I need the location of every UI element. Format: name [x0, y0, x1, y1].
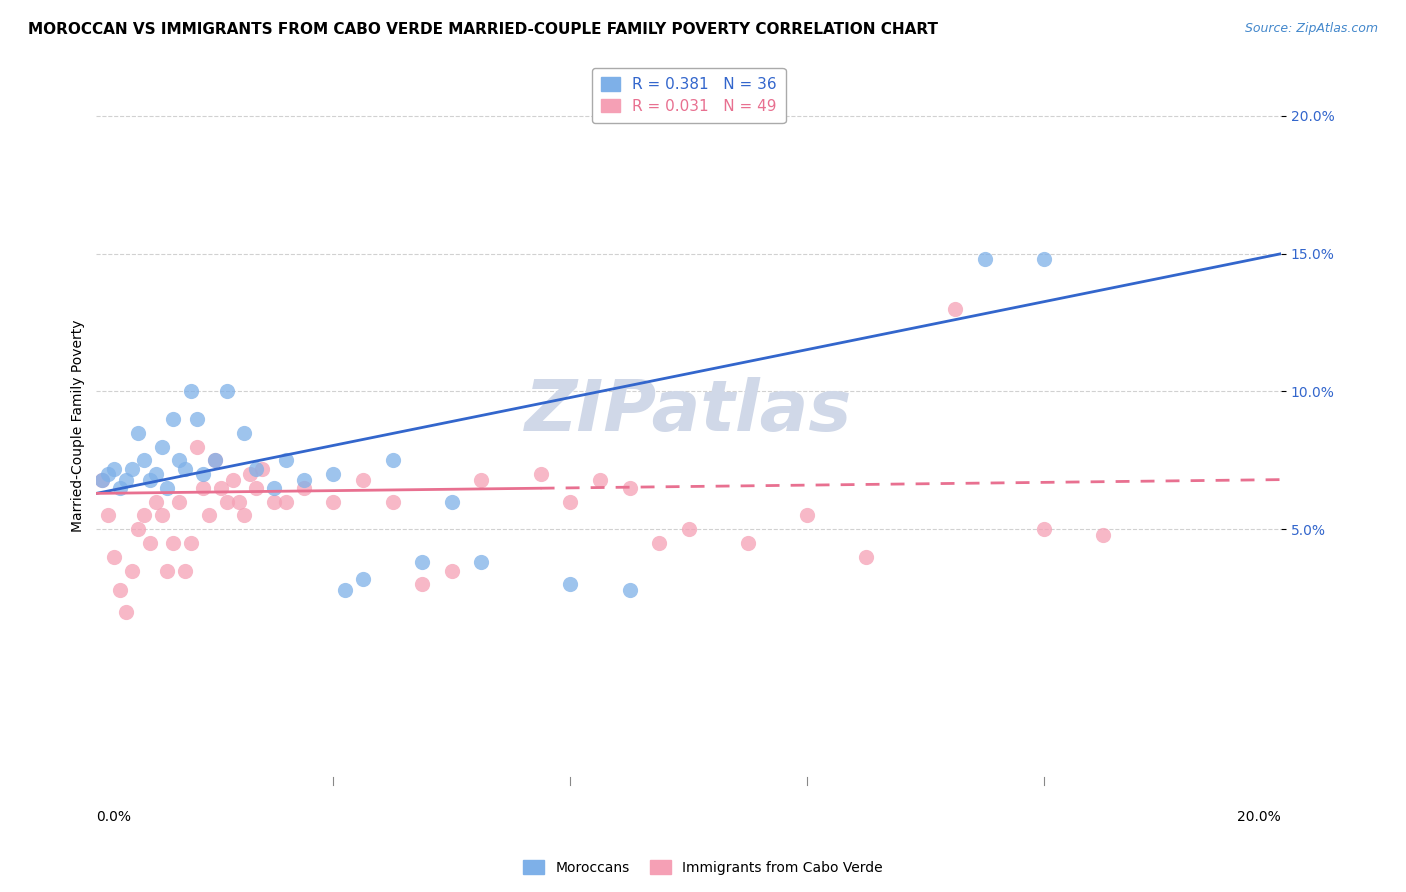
Point [530, 467, 553, 482]
Point [191, 481, 214, 495]
Point [796, 508, 818, 523]
Point [127, 522, 149, 536]
Point [619, 582, 641, 597]
Point [180, 384, 202, 399]
Point [333, 582, 356, 597]
Point [943, 301, 966, 316]
Point [560, 577, 582, 591]
Point [186, 440, 208, 454]
Point [103, 549, 125, 564]
Point [169, 453, 191, 467]
Point [411, 577, 433, 591]
Point [162, 536, 184, 550]
Point [198, 508, 221, 523]
Point [221, 473, 243, 487]
Text: 0.0%: 0.0% [97, 810, 131, 824]
Point [108, 481, 131, 495]
Point [252, 461, 274, 475]
Point [381, 453, 404, 467]
Text: MOROCCAN VS IMMIGRANTS FROM CABO VERDE MARRIED-COUPLE FAMILY POVERTY CORRELATION: MOROCCAN VS IMMIGRANTS FROM CABO VERDE M… [28, 22, 938, 37]
Point [560, 494, 582, 508]
Point [263, 481, 285, 495]
Point [127, 425, 149, 440]
Point [97, 508, 120, 523]
Point [245, 481, 267, 495]
Point [115, 605, 138, 619]
Point [589, 473, 612, 487]
Point [204, 453, 226, 467]
Point [263, 494, 285, 508]
Point [121, 461, 143, 475]
Text: 20.0%: 20.0% [1237, 810, 1281, 824]
Point [470, 473, 492, 487]
Point [855, 549, 877, 564]
Point [150, 440, 173, 454]
Point [169, 494, 191, 508]
Y-axis label: Married-Couple Family Poverty: Married-Couple Family Poverty [72, 319, 86, 533]
Point [156, 481, 179, 495]
Point [115, 473, 138, 487]
Point [209, 481, 232, 495]
Point [233, 508, 256, 523]
Text: Source: ZipAtlas.com: Source: ZipAtlas.com [1244, 22, 1378, 36]
Point [174, 564, 197, 578]
Point [132, 508, 155, 523]
Point [180, 536, 202, 550]
Point [204, 453, 226, 467]
Point [156, 564, 179, 578]
Point [1092, 527, 1115, 541]
Point [103, 461, 125, 475]
Point [648, 536, 671, 550]
Point [150, 508, 173, 523]
Point [381, 494, 404, 508]
Point [292, 473, 315, 487]
Point [322, 467, 344, 482]
Point [974, 252, 997, 267]
Point [352, 572, 374, 586]
Text: ZIPatlas: ZIPatlas [524, 377, 852, 446]
Point [274, 494, 297, 508]
Point [162, 412, 184, 426]
Point [274, 453, 297, 467]
Legend: Moroccans, Immigrants from Cabo Verde: Moroccans, Immigrants from Cabo Verde [517, 855, 889, 880]
Point [233, 425, 256, 440]
Point [678, 522, 700, 536]
Point [440, 494, 463, 508]
Point [186, 412, 208, 426]
Point [239, 467, 262, 482]
Point [132, 453, 155, 467]
Point [322, 494, 344, 508]
Legend: R = 0.381   N = 36, R = 0.031   N = 49: R = 0.381 N = 36, R = 0.031 N = 49 [592, 68, 786, 123]
Point [174, 461, 197, 475]
Point [91, 473, 114, 487]
Point [145, 494, 167, 508]
Point [91, 473, 114, 487]
Point [138, 536, 160, 550]
Point [245, 461, 267, 475]
Point [470, 555, 492, 569]
Point [737, 536, 759, 550]
Point [228, 494, 250, 508]
Point [1033, 522, 1056, 536]
Point [191, 467, 214, 482]
Point [215, 384, 238, 399]
Point [440, 564, 463, 578]
Point [1033, 252, 1056, 267]
Point [97, 467, 120, 482]
Point [108, 582, 131, 597]
Point [352, 473, 374, 487]
Point [145, 467, 167, 482]
Point [292, 481, 315, 495]
Point [215, 494, 238, 508]
Point [619, 481, 641, 495]
Point [121, 564, 143, 578]
Point [411, 555, 433, 569]
Point [138, 473, 160, 487]
